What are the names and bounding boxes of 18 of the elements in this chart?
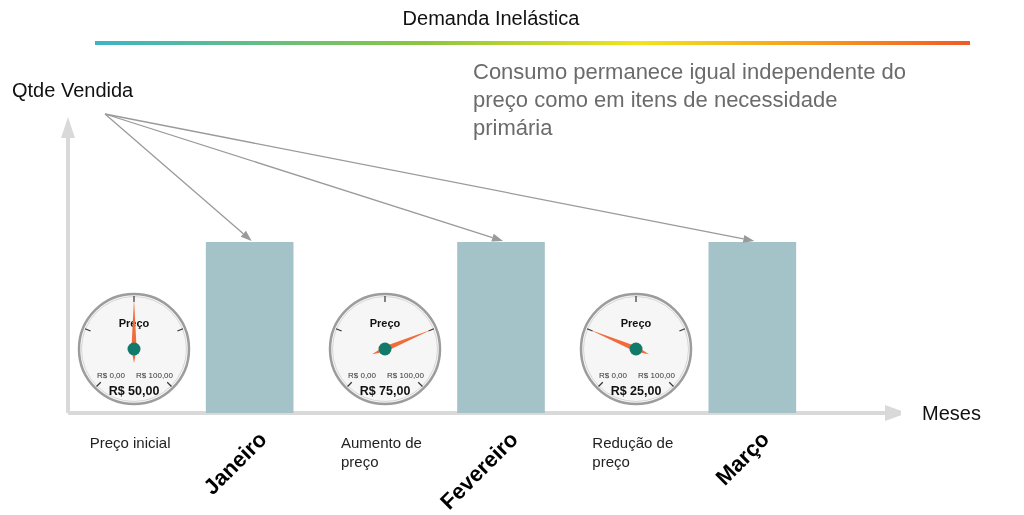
annotation: R$ 100,00 xyxy=(135,371,174,380)
annotation: R$ 25,00 xyxy=(610,384,662,398)
annotation: R$ 50,00 xyxy=(108,384,160,398)
annotation: R$ 100,00 xyxy=(387,371,425,380)
annotation: R$ 0,00 xyxy=(96,371,126,380)
annotation: R$ 75,00 xyxy=(359,384,411,398)
text: Aumento de preço xyxy=(341,434,422,470)
text: Redução de preço xyxy=(592,433,675,471)
chart-title: Demanda Inelástica xyxy=(402,6,580,30)
annotation: R$ 0,00 xyxy=(348,371,377,380)
x-axis-title: Meses xyxy=(922,401,981,425)
annotation: Preço xyxy=(369,317,401,329)
text: Qtde Vendida xyxy=(12,78,134,102)
annotation: Preço xyxy=(621,317,652,329)
annotation: R$ 0,00 xyxy=(599,371,628,380)
chart-subtitle: Consumo permanece igual independente do preço como em itens de necessidade primária xyxy=(473,58,907,142)
text: Preço inicial xyxy=(89,433,172,452)
annotation: R$ 100,00 xyxy=(638,371,676,380)
